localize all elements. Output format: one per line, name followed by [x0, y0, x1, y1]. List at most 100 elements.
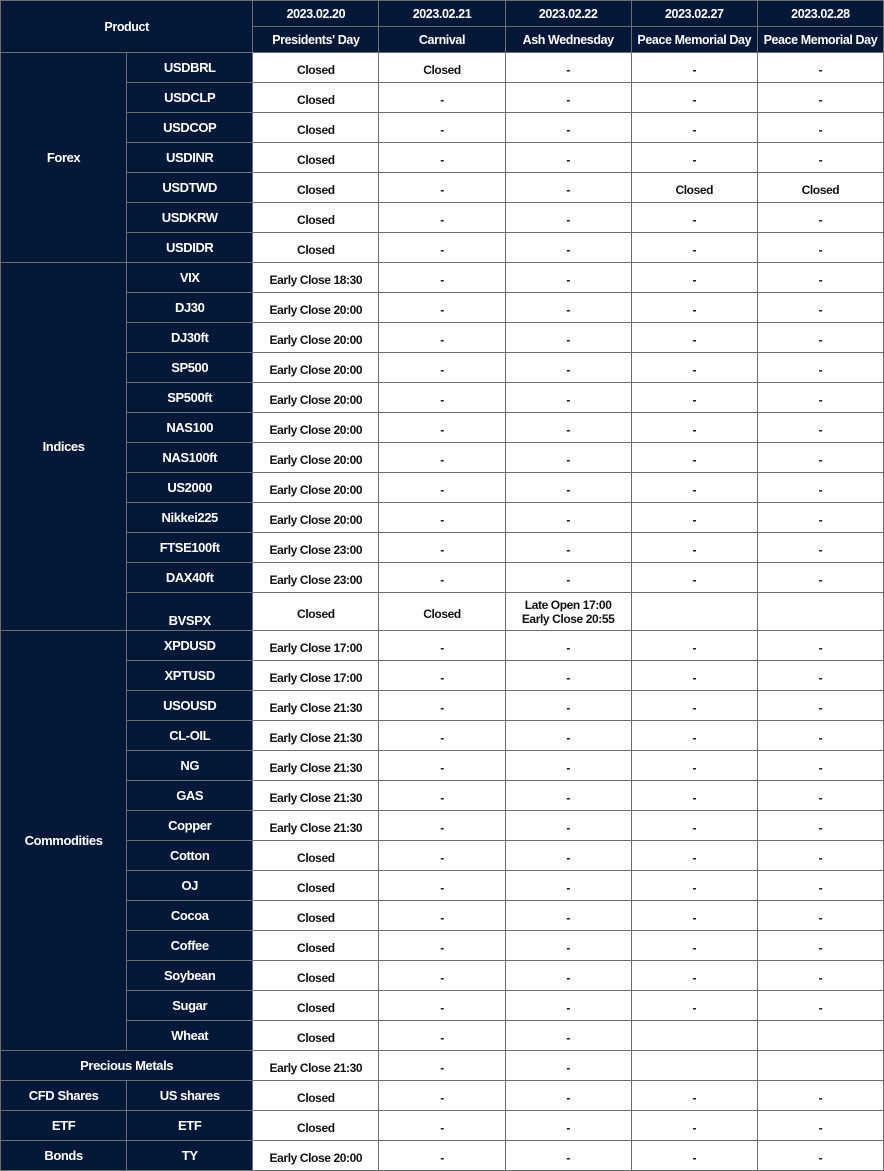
- schedule-cell: -: [630, 630, 758, 661]
- schedule-cell: -: [756, 840, 884, 871]
- schedule-cell: -: [756, 870, 884, 901]
- table-row: SP500ft Early Close 20:00- - - -: [1, 382, 884, 413]
- schedule-cell: -: [504, 292, 632, 323]
- category-cell: Indices: [0, 262, 128, 631]
- schedule-cell-line: Early Close 20:55: [521, 611, 615, 626]
- schedule-cell: -: [504, 352, 632, 383]
- schedule-cell: -: [378, 562, 506, 593]
- table-row: BVSPX Closed Closed Late Open 17:00 Early Cl…: [1, 592, 884, 631]
- schedule-cell: Early Close 20:00: [252, 352, 380, 383]
- schedule-cell: -: [630, 930, 758, 961]
- schedule-cell: -: [504, 930, 632, 961]
- product-cell: GAS: [126, 780, 254, 811]
- schedule-cell: Closed: [630, 172, 758, 203]
- schedule-cell: Closed: [252, 112, 380, 143]
- schedule-cell: -: [630, 82, 758, 113]
- schedule-cell: -: [378, 292, 506, 323]
- schedule-cell: Closed: [252, 1020, 380, 1051]
- schedule-cell: -: [756, 810, 884, 841]
- table-row: Wheat Closed - -: [1, 1020, 884, 1051]
- schedule-cell: -: [504, 810, 632, 841]
- schedule-cell: Early Close 20:00: [252, 502, 380, 533]
- table-row: Precious Metals Early Close 21:30- -: [0, 1050, 884, 1081]
- schedule-cell: -: [504, 502, 632, 533]
- product-cell: USDTWD: [126, 172, 254, 203]
- table-row: SP500 Early Close 20:00- - - -: [1, 352, 884, 383]
- schedule-cell: -: [504, 900, 632, 931]
- schedule-cell: -: [378, 870, 506, 901]
- product-cell: USOUSD: [126, 690, 254, 721]
- date-header: 2023.02.27: [630, 0, 758, 27]
- table-row: USDIDR Closed - - - -: [1, 232, 884, 263]
- schedule-cell: Early Close 21:30: [252, 780, 380, 811]
- table-row: CL-OIL Early Close 21:30- - - -: [1, 720, 884, 751]
- schedule-cell: -: [504, 780, 632, 811]
- category-cell: Bonds: [0, 1140, 128, 1171]
- schedule-cell: -: [630, 870, 758, 901]
- table-row: CFD Shares US shares Closed - - - -: [0, 1080, 884, 1111]
- schedule-cell: [756, 1050, 884, 1081]
- table-row: GAS Early Close 21:30- - - -: [1, 780, 884, 811]
- schedule-cell: [630, 592, 758, 631]
- product-cell: FTSE100ft: [126, 532, 254, 563]
- schedule-cell: -: [504, 322, 632, 353]
- schedule-cell: -: [756, 322, 884, 353]
- schedule-cell: -: [630, 112, 758, 143]
- schedule-cell: -: [756, 1080, 884, 1111]
- schedule-cell: -: [378, 172, 506, 203]
- schedule-cell: Early Close 21:30: [252, 690, 380, 721]
- schedule-cell: [630, 1050, 758, 1081]
- schedule-cell: -: [756, 262, 884, 293]
- schedule-cell: -: [756, 1140, 884, 1171]
- schedule-cell: Early Close 20:00: [252, 382, 380, 413]
- schedule-cell: -: [630, 502, 758, 533]
- schedule-cell: -: [756, 990, 884, 1021]
- product-cell: Nikkei225: [126, 502, 254, 533]
- schedule-cell: -: [504, 52, 632, 83]
- schedule-cell: -: [756, 382, 884, 413]
- schedule-cell: -: [630, 840, 758, 871]
- schedule-cell: Closed: [252, 1110, 380, 1141]
- schedule-cell: -: [378, 750, 506, 781]
- schedule-cell: [630, 1020, 758, 1051]
- table-row: USDCLP Closed - - - -: [1, 82, 884, 113]
- schedule-cell: -: [630, 442, 758, 473]
- schedule-cell: Closed: [252, 840, 380, 871]
- schedule-cell: -: [630, 1110, 758, 1141]
- schedule-cell: -: [378, 660, 506, 691]
- schedule-cell: -: [756, 232, 884, 263]
- schedule-cell: Early Close 20:00: [252, 1140, 380, 1171]
- schedule-cell: Early Close 23:00: [252, 562, 380, 593]
- table-row: USDKRW Closed - - - -: [1, 202, 884, 233]
- schedule-cell: -: [504, 750, 632, 781]
- schedule-cell: -: [378, 840, 506, 871]
- schedule-cell: -: [504, 870, 632, 901]
- schedule-cell: Late Open 17:00 Early Close 20:55: [504, 592, 632, 631]
- schedule-cell: -: [630, 660, 758, 691]
- schedule-cell: -: [630, 232, 758, 263]
- schedule-cell: Early Close 20:00: [252, 322, 380, 353]
- product-cell: US2000: [126, 472, 254, 503]
- product-cell: Copper: [126, 810, 254, 841]
- product-cell: SP500ft: [126, 382, 254, 413]
- schedule-cell: -: [378, 1140, 506, 1171]
- schedule-cell: -: [504, 630, 632, 661]
- schedule-cell: Closed: [252, 900, 380, 931]
- schedule-cell: -: [630, 1080, 758, 1111]
- product-cell: Coffee: [126, 930, 254, 961]
- product-header: Product: [0, 0, 254, 53]
- schedule-cell: -: [504, 112, 632, 143]
- schedule-cell: -: [504, 442, 632, 473]
- schedule-cell: -: [630, 532, 758, 563]
- schedule-cell: Early Close 18:30: [252, 262, 380, 293]
- table-row: NG Early Close 21:30- - - -: [1, 750, 884, 781]
- category-cell: Commodities: [0, 630, 128, 1051]
- category-cell: CFD Shares: [0, 1080, 128, 1111]
- schedule-cell: -: [630, 352, 758, 383]
- product-cell: USDCOP: [126, 112, 254, 143]
- schedule-cell: Closed: [252, 172, 380, 203]
- category-cell: Precious Metals: [0, 1050, 254, 1081]
- schedule-cell: -: [504, 660, 632, 691]
- product-cell: SP500: [126, 352, 254, 383]
- product-cell: DJ30: [126, 292, 254, 323]
